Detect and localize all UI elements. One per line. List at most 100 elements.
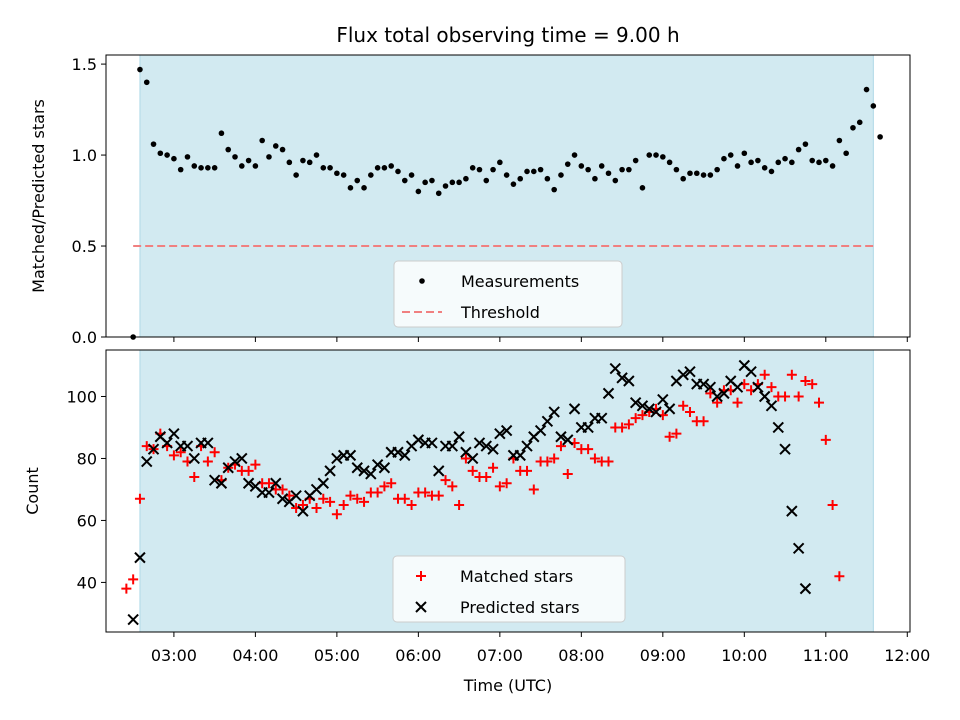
predicted-star-point — [331, 452, 343, 465]
measurement-point — [266, 154, 272, 160]
predicted-star-point — [765, 400, 778, 412]
measurement-point — [483, 177, 490, 184]
predicted-star-point — [242, 477, 255, 489]
predicted-star-point — [466, 452, 479, 465]
measurement-point — [789, 159, 795, 166]
x-tick-label: 09:00 — [640, 646, 686, 665]
measurement-point — [517, 175, 524, 182]
measurement-point — [564, 161, 571, 167]
matched-star-point — [820, 434, 831, 445]
predicted-star-point — [792, 542, 805, 555]
matched-star-point — [793, 391, 804, 402]
measurement-point — [157, 150, 164, 157]
predicted-star-point — [188, 452, 200, 465]
predicted-star-point — [229, 455, 241, 468]
predicted-star-point — [555, 431, 567, 443]
measurement-point — [469, 165, 476, 171]
predicted-star-point — [134, 551, 146, 564]
measurement-point — [232, 154, 238, 160]
measurement-point — [598, 163, 605, 169]
y-tick-label: 60 — [77, 511, 97, 530]
predicted-star-point — [494, 427, 506, 440]
measurement-point — [300, 157, 306, 164]
measurement-point — [272, 143, 279, 149]
measurement-point — [863, 86, 870, 93]
matched-star-point — [583, 444, 594, 455]
series-predicted-stars — [127, 359, 812, 626]
legend-box — [393, 260, 623, 328]
measurement-point — [164, 152, 170, 158]
legend-label: Measurements — [461, 272, 579, 291]
measurement-point — [768, 168, 775, 175]
measurement-point — [537, 166, 544, 173]
measurement-point — [408, 172, 415, 178]
measurement-point — [592, 175, 598, 182]
predicted-star-point — [317, 477, 330, 489]
measurement-point — [239, 163, 245, 169]
predicted-star-point — [426, 437, 438, 449]
matched-star-point — [494, 481, 505, 492]
measurement-point — [571, 152, 578, 158]
matched-star-point — [399, 493, 410, 504]
matched-star-point — [671, 428, 682, 439]
matched-star-point — [379, 481, 390, 492]
y-tick-label: 0.5 — [72, 237, 97, 256]
predicted-star-point — [623, 375, 635, 387]
matched-star-point — [814, 397, 825, 408]
predicted-star-point — [358, 465, 370, 477]
legend-label: Matched stars — [460, 567, 573, 586]
measurement-point — [401, 177, 408, 184]
matched-star-point — [250, 459, 261, 470]
y-tick-label: 1.5 — [72, 55, 97, 74]
y-tick-label: 40 — [77, 573, 97, 592]
measurement-point — [666, 159, 673, 166]
measurement-point — [225, 146, 232, 153]
predicted-star-point — [371, 458, 384, 471]
matched-star-point — [786, 369, 797, 380]
y-axis-title: Matched/Predicted stars — [29, 99, 48, 293]
matched-star-point — [684, 406, 695, 417]
predicted-star-point — [779, 443, 791, 455]
matched-star-point — [617, 422, 628, 433]
legend: Matched stars Predicted stars — [392, 555, 626, 623]
measurement-point — [442, 183, 449, 189]
predicted-star-point — [684, 365, 696, 378]
predicted-star-point — [270, 477, 282, 489]
predicted-star-point — [541, 415, 554, 427]
x-tick-label: 12:00 — [884, 646, 930, 665]
predicted-star-point — [786, 505, 798, 517]
measurement-point — [143, 79, 150, 86]
matched-star-point — [454, 499, 465, 510]
predicted-star-point — [548, 406, 560, 418]
predicted-star-point — [208, 474, 221, 486]
predicted-star-point — [392, 446, 404, 458]
measurement-point — [286, 159, 293, 166]
matched-star-point — [263, 478, 274, 489]
predicted-star-point — [127, 613, 139, 626]
measurement-point — [795, 146, 802, 153]
matched-star-point — [325, 496, 336, 507]
matched-star-point — [664, 431, 675, 442]
predicted-star-point — [433, 465, 445, 477]
predicted-star-point — [351, 462, 363, 474]
predicted-star-point — [745, 365, 757, 378]
matched-star-point — [827, 499, 838, 510]
legend-measurement-marker — [419, 278, 425, 284]
predicted-star-point — [446, 440, 459, 452]
predicted-star-point — [711, 390, 723, 403]
measurement-point — [150, 141, 157, 147]
predicted-star-point — [697, 378, 710, 390]
measurement-point — [177, 166, 184, 173]
measurement-point — [374, 165, 381, 171]
predicted-star-point — [236, 452, 248, 465]
predicted-star-point — [718, 387, 730, 400]
measurement-point — [361, 185, 367, 191]
matched-star-point — [800, 375, 811, 386]
measurement-point — [646, 152, 653, 158]
matched-star-point — [501, 478, 512, 489]
measurement-point — [605, 170, 612, 177]
measurement-point — [741, 150, 748, 157]
measurement-point — [632, 157, 639, 164]
matched-star-point — [766, 382, 777, 393]
